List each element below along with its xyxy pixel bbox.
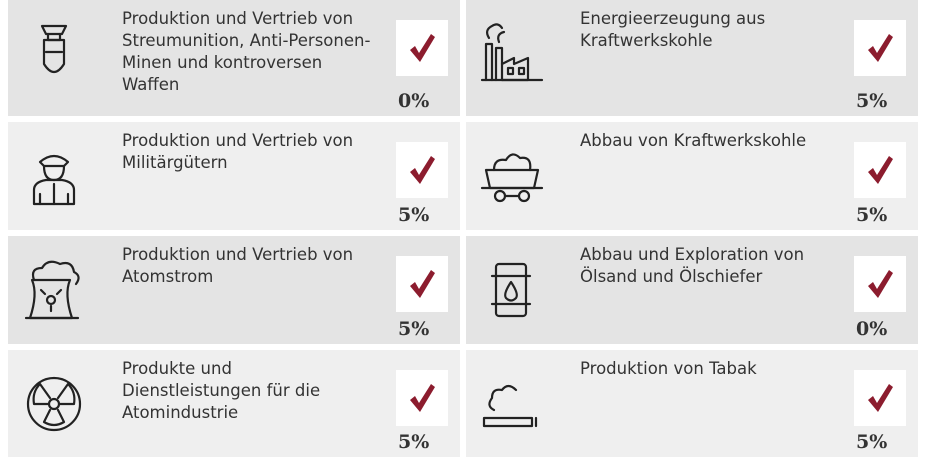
checkmark-box bbox=[854, 370, 906, 426]
criterion-label: Produktion und Vertrieb von Atomstrom bbox=[122, 245, 354, 286]
category-icon bbox=[20, 18, 88, 86]
checkmark bbox=[868, 384, 893, 412]
icon-graphic bbox=[490, 262, 532, 318]
exclusion-card: Produktion und Vertrieb von Militärgüter… bbox=[8, 122, 460, 230]
criterion-label: Energieerzeugung aus Kraftwerkskohle bbox=[580, 9, 766, 50]
icon-graphic bbox=[24, 260, 80, 320]
category-icon bbox=[478, 254, 546, 322]
threshold-percent: 5% bbox=[398, 318, 430, 340]
threshold-percent: 5% bbox=[398, 204, 430, 226]
icon-graphic bbox=[482, 384, 538, 428]
checkmark bbox=[410, 156, 435, 184]
exclusion-card: Produktion und Vertrieb von Streumunitio… bbox=[8, 0, 460, 116]
threshold-percent: 5% bbox=[856, 431, 888, 453]
icon-graphic bbox=[40, 24, 68, 74]
criterion-label: Produktion und Vertrieb von Militärgüter… bbox=[122, 131, 354, 172]
icon-graphic bbox=[480, 153, 544, 203]
exclusion-card: Abbau von Kraftwerkskohle 5% bbox=[466, 122, 918, 230]
criterion-label: Abbau von Kraftwerkskohle bbox=[580, 131, 807, 150]
checkmark-box bbox=[396, 142, 448, 198]
checkmark-box bbox=[854, 20, 906, 76]
category-icon bbox=[478, 140, 546, 208]
checkmark bbox=[410, 34, 435, 62]
exclusion-card: Produktion von Tabak 5% bbox=[466, 350, 918, 457]
checkmark bbox=[410, 384, 435, 412]
category-icon bbox=[478, 18, 546, 86]
threshold-percent: 5% bbox=[398, 431, 430, 453]
checkmark-box bbox=[396, 256, 448, 312]
exclusion-card: Energieerzeugung aus Kraftwerkskohle 5% bbox=[466, 0, 918, 116]
threshold-percent: 0% bbox=[398, 90, 430, 112]
icon-graphic bbox=[26, 376, 82, 432]
exclusion-card: Produkte und Dienstleistungen für die At… bbox=[8, 350, 460, 457]
threshold-percent: 5% bbox=[856, 90, 888, 112]
category-icon bbox=[20, 368, 88, 436]
checkmark-box bbox=[396, 20, 448, 76]
checkmark-box bbox=[854, 256, 906, 312]
checkmark-box bbox=[854, 142, 906, 198]
threshold-percent: 0% bbox=[856, 318, 888, 340]
checkmark-box bbox=[396, 370, 448, 426]
category-icon bbox=[20, 140, 88, 208]
criterion-label: Abbau und Exploration von Ölsand und Öls… bbox=[580, 245, 805, 286]
checkmark bbox=[868, 34, 893, 62]
checkmark bbox=[410, 270, 435, 298]
criterion-label: Produktion von Tabak bbox=[580, 359, 757, 378]
checkmark bbox=[868, 270, 893, 298]
exclusion-card: Abbau und Exploration von Ölsand und Öls… bbox=[466, 236, 918, 344]
checkmark bbox=[868, 156, 893, 184]
icon-graphic bbox=[480, 23, 544, 82]
category-icon bbox=[478, 368, 546, 436]
icon-graphic bbox=[32, 154, 76, 206]
category-icon bbox=[20, 254, 88, 322]
criterion-label: Produkte und Dienstleistungen für die At… bbox=[122, 359, 321, 422]
threshold-percent: 5% bbox=[856, 204, 888, 226]
criterion-label: Produktion und Vertrieb von Streumunitio… bbox=[122, 9, 371, 94]
exclusion-card: Produktion und Vertrieb von Atomstrom 5% bbox=[8, 236, 460, 344]
